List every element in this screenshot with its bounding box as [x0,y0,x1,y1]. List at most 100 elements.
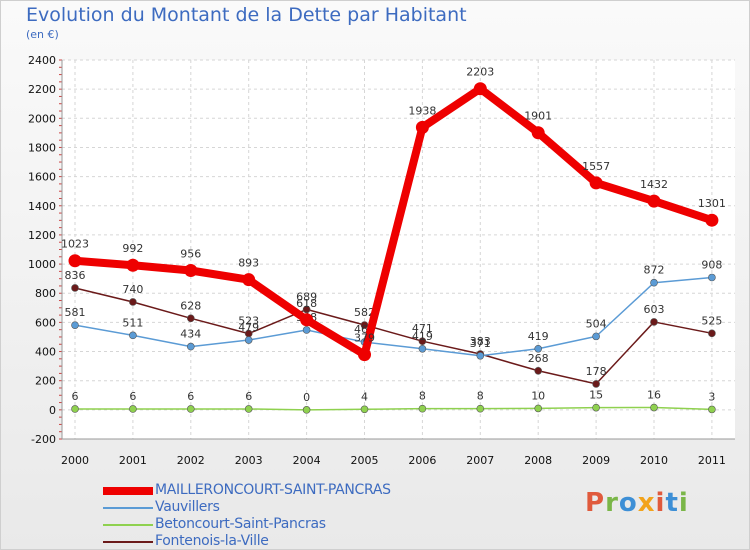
data-label-mailleroncourt-saint-pancras: 1023 [61,238,89,251]
x-tick-label: 2011 [698,454,726,467]
x-tick-label: 2010 [640,454,668,467]
y-tick-label: 400 [35,346,56,359]
data-point-vauvillers [244,336,253,344]
data-point-betoncourt-saint-pancras [534,404,543,413]
logo-letter: i [678,488,689,518]
data-label-vauvillers: 434 [180,328,201,341]
data-label-betoncourt-saint-pancras: 8 [419,390,426,403]
data-point-vauvillers [187,342,195,351]
plot-area [62,60,735,439]
data-point-mailleroncourt-saint-pancras [300,313,314,327]
y-tick-label: 800 [35,287,56,300]
data-label-fontenois-la-ville: 383 [470,335,491,348]
data-point-mailleroncourt-saint-pancras [242,273,256,287]
y-tick-label: 2200 [28,83,56,96]
data-label-betoncourt-saint-pancras: 6 [72,390,79,403]
data-label-fontenois-la-ville: 740 [122,283,143,296]
x-tick-label: 2006 [408,454,436,467]
data-label-vauvillers: 419 [412,330,433,343]
data-label-fontenois-la-ville: 523 [238,315,259,328]
data-point-vauvillers [71,321,79,329]
data-label-fontenois-la-ville: 628 [180,299,201,312]
legend-label: Vauvillers [155,499,220,515]
data-point-vauvillers [418,344,427,353]
data-label-mailleroncourt-saint-pancras: 893 [238,257,259,270]
data-point-betoncourt-saint-pancras [650,403,658,412]
legend-swatch [103,507,153,509]
data-point-vauvillers [302,326,311,334]
data-label-betoncourt-saint-pancras: 6 [187,390,194,403]
data-label-mailleroncourt-saint-pancras: 1901 [524,110,552,123]
y-tick-label: 1400 [28,200,56,213]
y-tick-label: 1600 [28,171,56,184]
logo-letter: t [665,488,679,518]
data-label-vauvillers: 872 [644,264,665,277]
data-point-betoncourt-saint-pancras [302,406,311,414]
data-point-fontenois-la-ville [129,298,137,306]
data-point-vauvillers [129,331,137,340]
data-label-betoncourt-saint-pancras: 16 [647,389,661,402]
chart-title: Evolution du Montant de la Dette par Hab… [26,4,467,26]
x-tick-label: 2007 [466,454,494,467]
data-label-betoncourt-saint-pancras: 15 [589,389,603,402]
data-point-betoncourt-saint-pancras [129,405,137,413]
data-point-mailleroncourt-saint-pancras [358,348,371,362]
data-label-vauvillers: 581 [65,306,86,319]
data-label-mailleroncourt-saint-pancras: 1301 [698,197,726,210]
data-label-mailleroncourt-saint-pancras: 379 [354,332,375,345]
data-point-betoncourt-saint-pancras [418,404,427,413]
data-point-vauvillers [650,278,658,287]
y-tick-label: 600 [35,316,56,329]
data-label-fontenois-la-ville: 178 [586,365,607,378]
legend-swatch [103,487,153,495]
data-point-fontenois-la-ville [534,366,543,375]
data-label-vauvillers: 371 [470,337,491,350]
data-label-mailleroncourt-saint-pancras: 618 [296,297,317,310]
data-label-betoncourt-saint-pancras: 10 [531,389,545,402]
data-label-fontenois-la-ville: 603 [644,303,665,316]
data-label-fontenois-la-ville: 689 [296,290,317,303]
data-point-fontenois-la-ville [708,329,716,338]
y-tick-label: 1000 [28,258,56,271]
y-tick-label: 2000 [28,112,56,125]
x-tick-label: 2003 [235,454,263,467]
data-label-vauvillers: 511 [122,316,143,329]
logo-letter: P [585,488,606,518]
data-point-mailleroncourt-saint-pancras [531,126,545,140]
data-label-fontenois-la-ville: 582 [354,306,375,319]
legend-label: MAILLERONCOURT-SAINT-PANCRAS [155,482,391,498]
series-line-mailleroncourt-saint-pancras [71,84,716,359]
legend-label: Fontenois-la-Ville [155,533,269,549]
y-tick-label: 0 [49,404,56,417]
data-point-vauvillers [592,332,600,341]
data-label-fontenois-la-ville: 268 [528,352,549,365]
data-label-betoncourt-saint-pancras: 0 [303,391,310,404]
data-point-fontenois-la-ville [71,284,79,292]
logo-letter: r [605,488,619,518]
y-tick-label: 2400 [28,54,56,67]
x-tick-label: 2009 [582,454,610,467]
data-point-mailleroncourt-saint-pancras [473,82,487,96]
data-label-vauvillers: 504 [586,317,607,330]
data-label-mailleroncourt-saint-pancras: 1432 [640,178,668,191]
data-label-mailleroncourt-saint-pancras: 1557 [582,160,610,173]
data-point-mailleroncourt-saint-pancras [184,263,198,277]
data-point-fontenois-la-ville [302,305,311,314]
data-label-mailleroncourt-saint-pancras: 1938 [408,104,436,117]
data-label-vauvillers: 419 [528,330,549,343]
data-point-betoncourt-saint-pancras [187,405,195,413]
data-point-fontenois-la-ville [650,318,658,326]
series-line-fontenois-la-ville [74,287,713,385]
chart-subtitle: (en €) [26,28,59,41]
x-tick-label: 2005 [351,454,379,467]
y-tick-label: 200 [35,375,56,388]
legend-swatch [103,524,153,526]
data-label-mailleroncourt-saint-pancras: 956 [180,247,201,260]
data-point-fontenois-la-ville [592,380,600,388]
data-label-mailleroncourt-saint-pancras: 2203 [466,66,494,79]
data-label-betoncourt-saint-pancras: 3 [708,390,715,403]
data-point-mailleroncourt-saint-pancras [68,254,82,268]
data-point-vauvillers [708,273,716,282]
data-label-betoncourt-saint-pancras: 8 [477,390,484,403]
logo-letter: x [637,488,656,518]
